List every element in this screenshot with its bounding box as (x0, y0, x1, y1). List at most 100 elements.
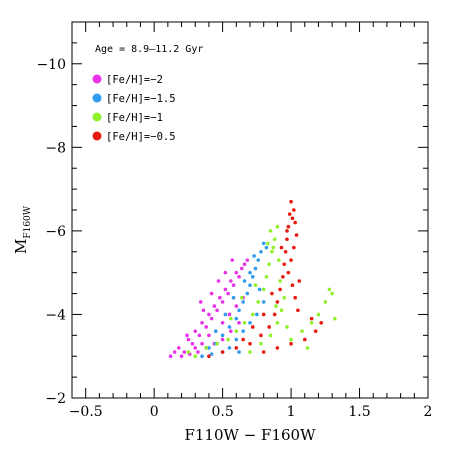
x-tick-label: 0 (150, 404, 159, 420)
data-point (297, 279, 302, 283)
data-point (250, 312, 255, 317)
data-points (168, 199, 337, 359)
data-point (237, 350, 241, 354)
data-point (282, 262, 287, 267)
data-point (292, 245, 296, 250)
data-point (177, 346, 181, 350)
data-point (218, 295, 222, 300)
data-point (200, 341, 204, 346)
data-point (172, 350, 177, 354)
data-point (313, 329, 318, 333)
data-point (216, 279, 221, 283)
data-point (209, 316, 214, 321)
data-point (330, 291, 334, 296)
data-point (215, 308, 219, 313)
data-point (275, 346, 280, 350)
legend-marker (92, 93, 102, 103)
legend-marker (92, 74, 102, 84)
data-point (229, 329, 233, 333)
x-tick-labels: −0.5 0 0.5 1 1.5 2 (69, 404, 433, 420)
data-point (231, 295, 236, 300)
x-tick-label: 2 (424, 404, 433, 420)
data-point (234, 329, 239, 333)
data-point (302, 337, 307, 342)
data-point (241, 337, 245, 342)
data-point (215, 341, 219, 346)
data-point (250, 325, 255, 329)
data-point (266, 241, 270, 246)
data-point (234, 346, 239, 350)
data-point (201, 308, 206, 313)
data-point (223, 312, 228, 317)
y-tick-label: −10 (36, 57, 66, 73)
data-point (226, 337, 230, 342)
data-point (319, 321, 324, 325)
data-point (209, 352, 214, 356)
data-point (193, 354, 198, 359)
data-point (212, 304, 217, 308)
data-point (234, 337, 239, 342)
data-point (286, 270, 291, 275)
data-point (213, 329, 218, 333)
data-point (241, 329, 245, 333)
data-point (285, 325, 289, 329)
data-point (267, 262, 271, 267)
data-point (283, 249, 288, 254)
data-point (227, 325, 232, 329)
data-point (207, 354, 211, 359)
legend-label: [Fe/H]=−2 (106, 74, 163, 86)
data-point (234, 304, 239, 308)
data-point (282, 295, 287, 300)
data-point (309, 321, 314, 325)
data-point (278, 287, 282, 292)
data-point (300, 329, 304, 333)
data-point (234, 270, 239, 275)
data-point (268, 333, 273, 338)
data-point (220, 300, 225, 304)
data-point (237, 308, 241, 313)
data-point (289, 341, 293, 346)
data-point (220, 350, 225, 354)
data-point (248, 321, 252, 325)
data-point (264, 245, 269, 250)
y-tick-label: −8 (45, 140, 66, 156)
data-point (309, 316, 314, 321)
data-point (285, 237, 289, 242)
y-tick-labels: −10 −8 −6 −4 −2 (36, 57, 66, 407)
data-point (286, 224, 291, 229)
data-point (256, 258, 261, 262)
data-point (270, 249, 274, 254)
data-point (245, 258, 250, 262)
data-point (271, 245, 276, 250)
data-point (264, 275, 269, 279)
data-point (185, 333, 189, 338)
data-point (198, 300, 203, 304)
legend-label: [Fe/H]=−0.5 (106, 131, 176, 143)
data-point (275, 224, 280, 229)
data-point (227, 312, 232, 317)
data-point (259, 333, 263, 338)
x-tick-label: 1.5 (348, 404, 370, 420)
data-point (287, 212, 292, 216)
data-point (256, 300, 261, 304)
data-point (209, 291, 214, 296)
legend-marker (92, 112, 102, 122)
data-point (261, 300, 266, 304)
data-point (275, 300, 280, 304)
data-point (248, 270, 252, 275)
data-point (290, 283, 295, 288)
y-axis-label-main: M (12, 239, 30, 254)
data-point (255, 312, 259, 317)
data-point (182, 350, 187, 354)
data-point (245, 291, 250, 296)
data-point (281, 275, 285, 279)
data-point (261, 312, 266, 317)
data-point (253, 266, 258, 271)
ticks (72, 21, 429, 399)
data-point (237, 275, 241, 279)
x-tick-label: −0.5 (69, 404, 103, 420)
data-point (229, 316, 233, 321)
y-axis-label-sub: F160W (23, 205, 33, 238)
data-point (186, 337, 191, 342)
data-point (231, 283, 236, 288)
